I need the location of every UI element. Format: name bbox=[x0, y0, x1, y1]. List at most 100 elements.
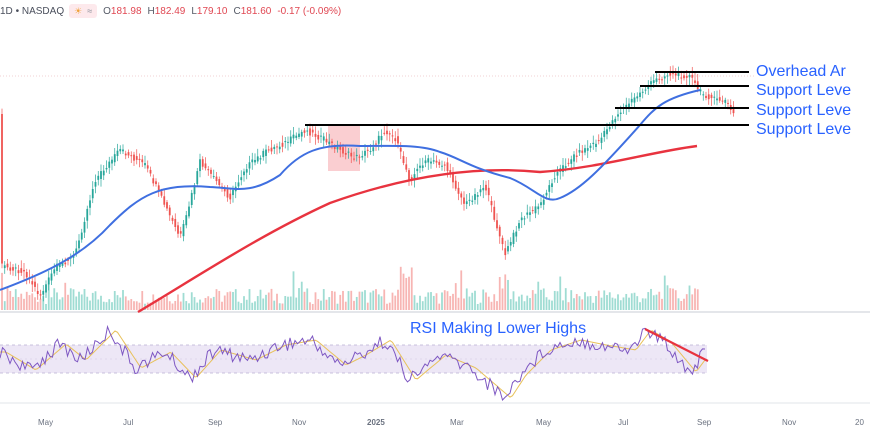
volume-bar bbox=[641, 298, 644, 310]
candle bbox=[443, 161, 446, 172]
candle bbox=[479, 184, 482, 197]
candle bbox=[504, 240, 507, 260]
volume-bar bbox=[138, 302, 141, 310]
volume-bar bbox=[14, 289, 17, 310]
time-axis[interactable]: May Jul Sep Nov 2025 Mar May Jul Sep Nov 20 bbox=[38, 418, 864, 427]
candle bbox=[83, 217, 86, 239]
volume-bar bbox=[232, 291, 234, 310]
time-axis-tick-label: 2025 bbox=[367, 418, 385, 427]
volume-bar bbox=[89, 300, 91, 310]
volume-bar bbox=[658, 291, 661, 310]
volume-bar bbox=[31, 293, 34, 310]
candle bbox=[471, 195, 474, 205]
volume-bar bbox=[674, 290, 677, 310]
candle bbox=[584, 144, 586, 156]
candle bbox=[287, 136, 289, 151]
volume-bar bbox=[589, 296, 592, 310]
candle bbox=[34, 277, 36, 292]
volume-bars bbox=[1, 266, 699, 310]
candle bbox=[218, 176, 221, 188]
candle bbox=[350, 148, 353, 164]
volume-bar bbox=[617, 294, 619, 310]
candle bbox=[240, 170, 243, 186]
volume-bar bbox=[179, 301, 182, 310]
volume-bar bbox=[102, 301, 105, 310]
volume-bar bbox=[350, 290, 353, 310]
candle bbox=[113, 147, 116, 166]
volume-bar bbox=[592, 302, 595, 310]
candle bbox=[185, 210, 188, 229]
level-lines bbox=[305, 71, 749, 126]
volume-bar bbox=[391, 292, 394, 310]
volume-bar bbox=[97, 299, 100, 310]
volume-bar bbox=[284, 296, 287, 310]
candle bbox=[454, 175, 457, 191]
symbol-label[interactable]: 1D • NASDAQ bbox=[0, 6, 64, 17]
open-readout: O181.98 bbox=[103, 5, 142, 17]
volume-bar bbox=[177, 294, 179, 310]
candle bbox=[633, 93, 636, 109]
volume-bar bbox=[262, 298, 265, 310]
candle bbox=[262, 148, 265, 161]
candle bbox=[234, 182, 237, 199]
volume-bar bbox=[479, 302, 482, 310]
candle bbox=[729, 99, 732, 115]
volume-bar bbox=[559, 276, 562, 310]
volume-bar bbox=[259, 289, 262, 310]
candle bbox=[680, 70, 683, 84]
candle bbox=[177, 221, 179, 238]
candle bbox=[23, 262, 25, 280]
candle bbox=[534, 199, 537, 219]
candle bbox=[562, 157, 564, 177]
volume-bar bbox=[487, 296, 490, 310]
volume-bar bbox=[650, 288, 652, 310]
volume-bar bbox=[416, 302, 419, 310]
candle bbox=[595, 139, 597, 152]
volume-bar bbox=[361, 291, 364, 310]
candle bbox=[716, 90, 718, 106]
volume-bar bbox=[328, 297, 331, 310]
candle bbox=[9, 261, 12, 275]
volume-bar bbox=[449, 296, 452, 310]
volume-bar bbox=[163, 298, 166, 310]
candle bbox=[108, 156, 111, 174]
market-status-badge[interactable]: ☀ ≈ bbox=[69, 4, 98, 18]
volume-bar bbox=[28, 295, 31, 310]
candle bbox=[122, 144, 124, 155]
candle bbox=[353, 151, 355, 162]
volume-bar bbox=[119, 297, 122, 310]
volume-bar bbox=[443, 290, 446, 310]
candle bbox=[408, 168, 410, 186]
candle bbox=[42, 285, 45, 302]
volume-bar bbox=[36, 301, 39, 310]
candle bbox=[641, 88, 644, 99]
volume-bar bbox=[581, 299, 584, 310]
volume-bar bbox=[182, 292, 185, 310]
candle bbox=[12, 264, 14, 276]
support-level-1-label: Support Leve bbox=[756, 82, 851, 99]
volume-bar bbox=[212, 296, 215, 310]
candle bbox=[355, 148, 358, 162]
volume-bar bbox=[47, 283, 50, 310]
candle bbox=[284, 137, 287, 149]
candle bbox=[28, 269, 31, 284]
candle bbox=[298, 127, 300, 140]
volume-bar bbox=[86, 296, 89, 310]
volume-bar bbox=[446, 291, 449, 310]
timeframe-label[interactable]: 1D bbox=[0, 5, 13, 17]
candle bbox=[724, 97, 727, 109]
volume-bar bbox=[303, 291, 306, 310]
volume-bar bbox=[597, 290, 600, 310]
candle bbox=[344, 145, 347, 160]
volume-bar bbox=[270, 288, 273, 310]
candle bbox=[520, 212, 523, 229]
volume-bar bbox=[545, 297, 548, 310]
candle bbox=[512, 229, 515, 248]
volume-bar bbox=[578, 296, 581, 310]
volume-bar bbox=[482, 289, 485, 310]
candle bbox=[86, 205, 89, 229]
candle bbox=[278, 141, 281, 154]
volume-bar bbox=[386, 303, 388, 310]
time-axis-tick-label: Mar bbox=[450, 418, 464, 427]
